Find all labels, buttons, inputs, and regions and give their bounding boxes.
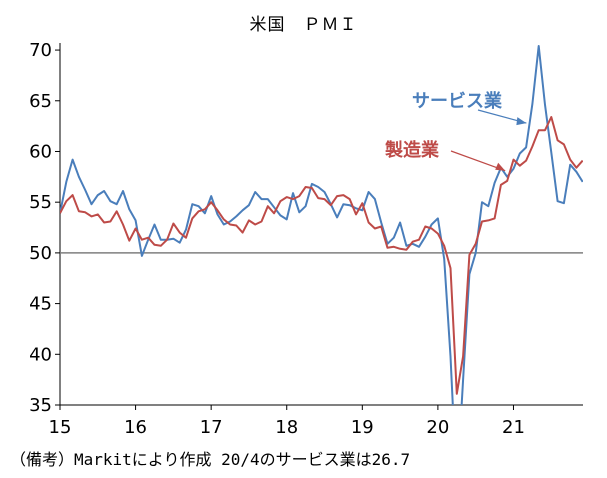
x-tick-label: 18 bbox=[275, 417, 298, 438]
y-tick-label: 45 bbox=[29, 294, 52, 315]
x-tick-label: 17 bbox=[200, 417, 223, 438]
y-tick-label: 35 bbox=[29, 395, 52, 416]
x-tick-label: 15 bbox=[49, 417, 72, 438]
x-tick-label: 16 bbox=[124, 417, 147, 438]
chart-title: 米国 ＰＭＩ bbox=[249, 15, 358, 35]
y-tick-label: 65 bbox=[29, 91, 52, 112]
services-annotation-label: サービス業 bbox=[412, 90, 503, 112]
footnote: （備考）Markitにより作成 20/4のサービス業は26.7 bbox=[10, 450, 411, 469]
y-tick-label: 40 bbox=[29, 344, 52, 365]
services-annotation-arrowhead bbox=[516, 117, 527, 126]
services-pmi-line bbox=[60, 45, 583, 405]
y-tick-label: 55 bbox=[29, 192, 52, 213]
y-tick-label: 60 bbox=[29, 141, 52, 162]
manufacturing-pmi-line bbox=[60, 116, 583, 395]
y-tick-label: 70 bbox=[29, 40, 52, 61]
manufacturing-annotation-label: 製造業 bbox=[384, 139, 440, 161]
x-tick-label: 20 bbox=[426, 417, 449, 438]
y-tick-label: 50 bbox=[29, 243, 52, 264]
manufacturing-annotation-pointer bbox=[450, 150, 506, 172]
x-tick-label: 19 bbox=[351, 417, 374, 438]
x-tick-label: 21 bbox=[502, 417, 525, 438]
manufacturing-annotation-arrowhead bbox=[495, 162, 506, 171]
